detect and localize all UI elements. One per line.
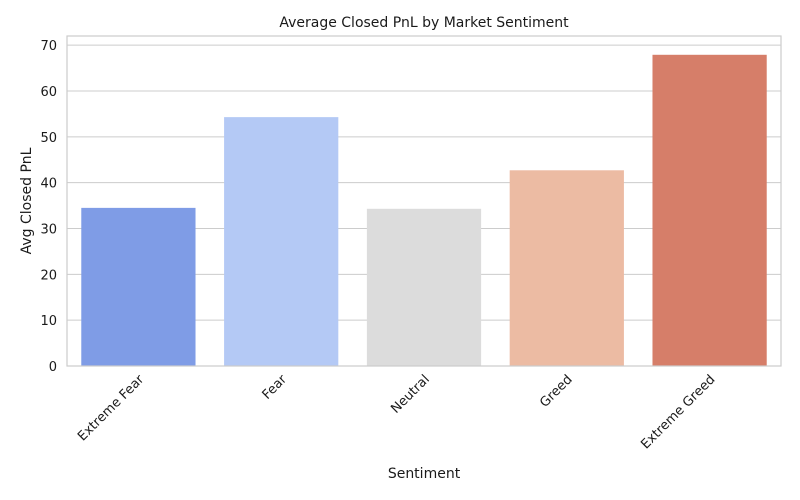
bar-neutral: [366, 208, 482, 366]
y-tick-label: 40: [40, 177, 57, 192]
bars: [81, 54, 767, 367]
x-tick-labels: Extreme Fear Fear Neutral Greed Extreme Gree…: [75, 372, 718, 453]
bar-extreme-fear: [81, 207, 196, 366]
plot-frame: [66, 35, 782, 367]
y-tick-labels: 0 10 20 30 40 50 60 70: [40, 39, 57, 375]
y-tick-label: 50: [40, 131, 57, 146]
y-tick-label: 60: [40, 85, 57, 100]
y-tick-label: 10: [40, 314, 57, 329]
y-tick-label: 0: [49, 360, 57, 375]
bar-extreme-greed: [652, 54, 767, 367]
x-tick-label: Extreme Greed: [638, 372, 718, 452]
x-tick-label: Greed: [537, 372, 575, 410]
bar-fear: [224, 117, 339, 366]
chart-title: Average Closed PnL by Market Sentiment: [279, 15, 569, 31]
x-axis-label: Sentiment: [388, 466, 461, 482]
x-tick-label: Fear: [260, 372, 291, 403]
x-tick-label: Neutral: [388, 372, 433, 417]
y-tick-label: 20: [40, 268, 57, 283]
y-tick-label: 30: [40, 223, 57, 238]
x-tick-label: Extreme Fear: [75, 372, 148, 445]
bar-greed: [509, 170, 624, 366]
y-tick-label: 70: [40, 39, 57, 54]
y-axis-label: Avg Closed PnL: [19, 147, 35, 254]
